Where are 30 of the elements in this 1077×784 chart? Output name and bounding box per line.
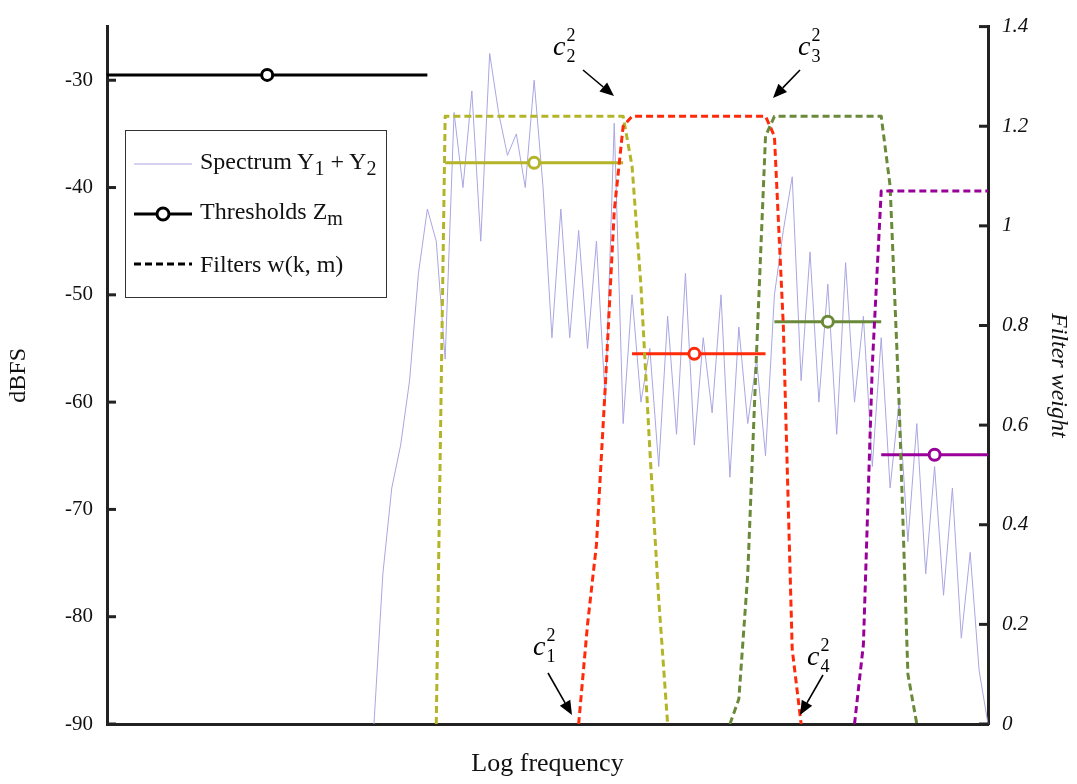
line-series: [728, 114, 919, 724]
y2-tick-label: 0.4: [1002, 511, 1029, 536]
point: [687, 346, 702, 361]
x-axis-title: Log frequency: [471, 748, 624, 778]
point: [927, 447, 942, 462]
y-tick-label: -30: [65, 66, 93, 91]
point: [527, 155, 542, 170]
y2-tick-label: 1.2: [1002, 112, 1029, 137]
y2-tick-label: 0.2: [1002, 610, 1029, 635]
y-tick-label: -80: [65, 603, 93, 628]
line-series: [853, 189, 990, 724]
y-tick-label: -50: [65, 281, 93, 306]
point: [260, 67, 275, 82]
point: [820, 314, 835, 329]
y2-axis-title: Filter weight: [1047, 311, 1074, 439]
y2-tick-label: 0: [1002, 710, 1013, 735]
legend-label: Filters w(k, m): [200, 250, 344, 278]
y2-tick-label: 1: [1002, 212, 1013, 237]
y2-tick-label: 0.8: [1002, 312, 1029, 336]
y-tick-label: -60: [65, 388, 93, 413]
y-tick-label: -90: [65, 710, 93, 735]
y2-tick-label: 1.4: [1002, 13, 1029, 38]
y2-tick-label: 0.6: [1002, 411, 1029, 436]
line-series: [577, 114, 803, 724]
y-tick-label: -70: [65, 495, 93, 520]
y-axis-title: dBFS: [3, 347, 30, 403]
legend-label: Thresholds Z$_{m}$: [200, 198, 343, 230]
legend-label: Spectrum Y$_{1}$ + Y$_{2}$: [200, 148, 377, 180]
y-tick-label: -40: [65, 174, 93, 199]
line-series: [434, 114, 670, 724]
